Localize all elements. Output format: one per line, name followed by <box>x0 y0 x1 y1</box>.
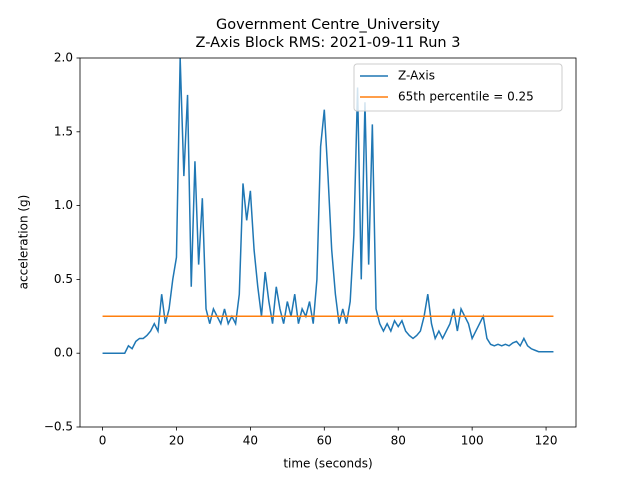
chart-subtitle: Z-Axis Block RMS: 2021-09-11 Run 3 <box>196 35 461 51</box>
plot-frame <box>79 57 577 428</box>
x-tick-label: 80 <box>391 434 406 448</box>
legend-label: Z-Axis <box>398 69 435 83</box>
y-axis-label: acceleration (g) <box>17 195 31 290</box>
y-tick-label: 1.5 <box>54 124 73 138</box>
x-tick-label: 0 <box>99 434 107 448</box>
legend-label: 65th percentile = 0.25 <box>398 90 534 104</box>
x-tick-label: 120 <box>535 434 558 448</box>
legend-box <box>353 63 563 112</box>
x-axis-label: time (seconds) <box>283 457 372 471</box>
x-tick-label: 60 <box>317 434 332 448</box>
data-line <box>102 58 554 354</box>
y-tick-label: 0.5 <box>54 272 73 286</box>
x-tick-label: 40 <box>243 434 258 448</box>
y-tick-label: −0.5 <box>44 420 73 434</box>
chart-title: Government Centre_University <box>216 17 440 33</box>
y-tick-label: 0.0 <box>54 346 73 360</box>
y-tick-label: 2.0 <box>54 51 73 65</box>
y-tick-label: 1.0 <box>54 198 73 212</box>
x-tick-label: 100 <box>461 434 484 448</box>
x-tick-label: 20 <box>169 434 184 448</box>
